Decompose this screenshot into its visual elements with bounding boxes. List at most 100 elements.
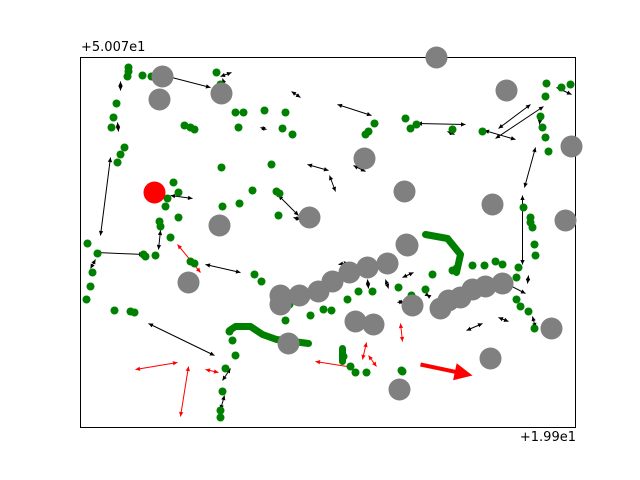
- graph-node-103: [260, 106, 269, 115]
- graph-node-53: [319, 305, 328, 314]
- edge-arrowhead-32-a: [460, 122, 466, 127]
- edge-arrowhead-20-b: [426, 294, 432, 299]
- edge-arrowhead-26-b: [520, 259, 525, 265]
- obstacle-6: [353, 147, 376, 170]
- path-line-1: [180, 366, 189, 417]
- edge-arrowhead-2-b: [118, 85, 123, 91]
- graph-node-21: [174, 188, 183, 197]
- graph-node-110: [169, 178, 178, 187]
- graph-node-25: [274, 211, 283, 220]
- edge-arrowhead-29-a: [566, 90, 572, 95]
- edge-line-30: [498, 104, 531, 129]
- graph-node-12: [190, 125, 199, 134]
- graph-node-4: [112, 99, 121, 108]
- edge-arrowhead-27-a: [532, 147, 537, 153]
- path-arrowhead-5-a: [363, 342, 368, 348]
- edge-arrowhead-21-a: [477, 323, 483, 328]
- path-arrowhead-3-b: [315, 360, 321, 365]
- agent-marker: [143, 181, 166, 204]
- graph-node-24: [218, 202, 227, 211]
- graph-node-63: [368, 287, 377, 296]
- edge-line-6: [96, 252, 144, 255]
- graph-node-6: [107, 123, 116, 132]
- obstacles-layer: [148, 46, 583, 401]
- x-axis-offset-label: +1.99e1: [519, 430, 576, 445]
- graph-node-55: [351, 368, 360, 377]
- edge-arrowhead-41-a: [510, 136, 516, 141]
- graph-node-19: [275, 189, 284, 198]
- obstacle-4: [177, 271, 200, 294]
- graph-node-105: [234, 123, 243, 132]
- graph-node-76: [512, 295, 521, 304]
- graph-node-59: [339, 352, 348, 361]
- graph-node-89: [541, 133, 550, 142]
- edge-arrowhead-30-b: [498, 124, 504, 129]
- edge-arrowhead-17-b: [384, 279, 389, 285]
- graph-node-32: [83, 239, 92, 248]
- graph-node-30: [141, 252, 150, 261]
- edge-arrowhead-27-b: [523, 182, 528, 188]
- obstacle-9: [481, 193, 504, 216]
- edge-line-41: [484, 130, 516, 140]
- obstacle-21: [395, 233, 418, 256]
- path-arrowhead-4-a: [399, 336, 405, 342]
- graph-node-85: [531, 251, 540, 260]
- graph-node-41: [250, 270, 259, 279]
- edge-arrowhead-4-a: [98, 230, 104, 236]
- edge-arrowhead-22-a: [503, 317, 509, 322]
- edge-arrowhead-3-b: [115, 126, 121, 132]
- graph-node-91: [557, 83, 566, 92]
- graph-node-31: [93, 249, 102, 258]
- graph-node-48: [216, 413, 225, 422]
- graph-node-109: [124, 67, 133, 76]
- graph-node-98: [401, 114, 410, 123]
- edge-arrowhead-28-b: [537, 119, 543, 125]
- edge-arrowhead-35-a: [307, 163, 313, 168]
- obstacle-24: [362, 313, 385, 336]
- graph-node-87: [536, 112, 545, 121]
- graph-node-27: [156, 222, 165, 231]
- edge-line-39: [337, 104, 372, 116]
- graph-node-51: [281, 316, 290, 325]
- obstacle-1: [148, 88, 171, 111]
- obstacle-33: [277, 332, 300, 355]
- edges-layer: [90, 71, 572, 410]
- graph-node-88: [538, 123, 547, 132]
- graph-node-102: [281, 108, 290, 117]
- edge-arrowhead-5-a: [90, 263, 95, 269]
- graph-node-14: [288, 130, 297, 139]
- path-arrowhead-2-b: [205, 368, 211, 373]
- obstacle-5: [298, 206, 321, 229]
- obstacle-12: [554, 209, 577, 232]
- graph-node-86: [541, 92, 550, 101]
- graph-node-16: [217, 163, 226, 172]
- graph-node-17: [248, 186, 257, 195]
- obstacle-34: [388, 378, 411, 401]
- graph-node-49: [257, 277, 266, 286]
- edge-arrowhead-5-b: [91, 259, 96, 265]
- edge-arrowhead-37-a: [226, 71, 232, 77]
- edge-arrowhead-11-a: [235, 269, 241, 274]
- graph-node-95: [448, 125, 457, 134]
- graph-node-61: [343, 295, 352, 304]
- edge-arrowhead-30-a: [525, 104, 531, 109]
- graph-node-67: [428, 270, 437, 279]
- graph-node-70: [468, 261, 477, 270]
- path-arrowhead-0-b: [135, 366, 141, 371]
- graph-node-47: [216, 406, 225, 415]
- obstacle-32: [479, 347, 502, 370]
- path-arrowhead-0-a: [172, 361, 178, 366]
- edge-arrowhead-25-b: [525, 278, 531, 284]
- edge-arrowhead-0-a: [295, 93, 301, 98]
- y-axis-offset-label: +5.007e1: [81, 40, 146, 55]
- graph-node-52: [306, 311, 315, 320]
- graph-node-92: [566, 80, 575, 89]
- graph-node-66: [421, 285, 430, 294]
- obstacle-23: [344, 310, 367, 333]
- edge-line-31: [495, 106, 544, 139]
- obstacle-0: [151, 65, 174, 88]
- edge-arrowhead-24-b: [531, 316, 536, 322]
- graph-node-54: [346, 362, 355, 371]
- edge-arrowhead-8-b: [187, 195, 193, 201]
